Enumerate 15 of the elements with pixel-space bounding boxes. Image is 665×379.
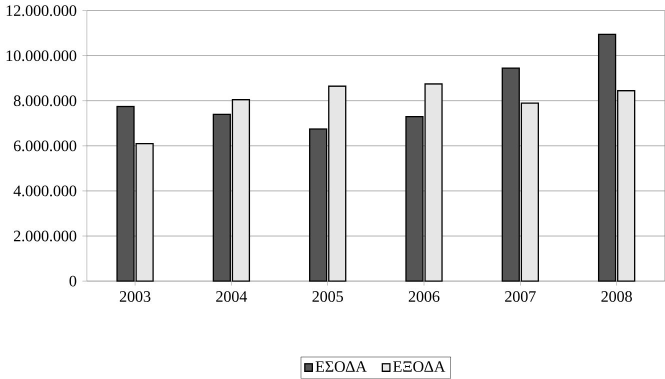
- y-tick-label: 2.000.000: [14, 230, 76, 242]
- y-tick-label: 6.000.000: [14, 140, 76, 152]
- y-tick-label: 0: [70, 276, 76, 287]
- x-tick-label: 2005: [312, 291, 343, 302]
- x-tick-label: 2003: [120, 291, 150, 302]
- legend-label: ΕΞΟΔΑ: [393, 361, 446, 372]
- y-tick-label: 4.000.000: [14, 186, 76, 197]
- x-tick-label: 2007: [505, 291, 536, 302]
- x-tick-label: 2006: [408, 291, 440, 302]
- x-tick-label: 2008: [601, 291, 632, 302]
- y-tick-label: 8.000.000: [14, 96, 76, 106]
- x-tick-label: 2004: [216, 291, 248, 302]
- y-tick-label: 12.000.000: [6, 5, 76, 16]
- y-tick-label: 10.000.000: [6, 50, 76, 62]
- legend-label: ΕΣΟΔΑ: [316, 361, 367, 372]
